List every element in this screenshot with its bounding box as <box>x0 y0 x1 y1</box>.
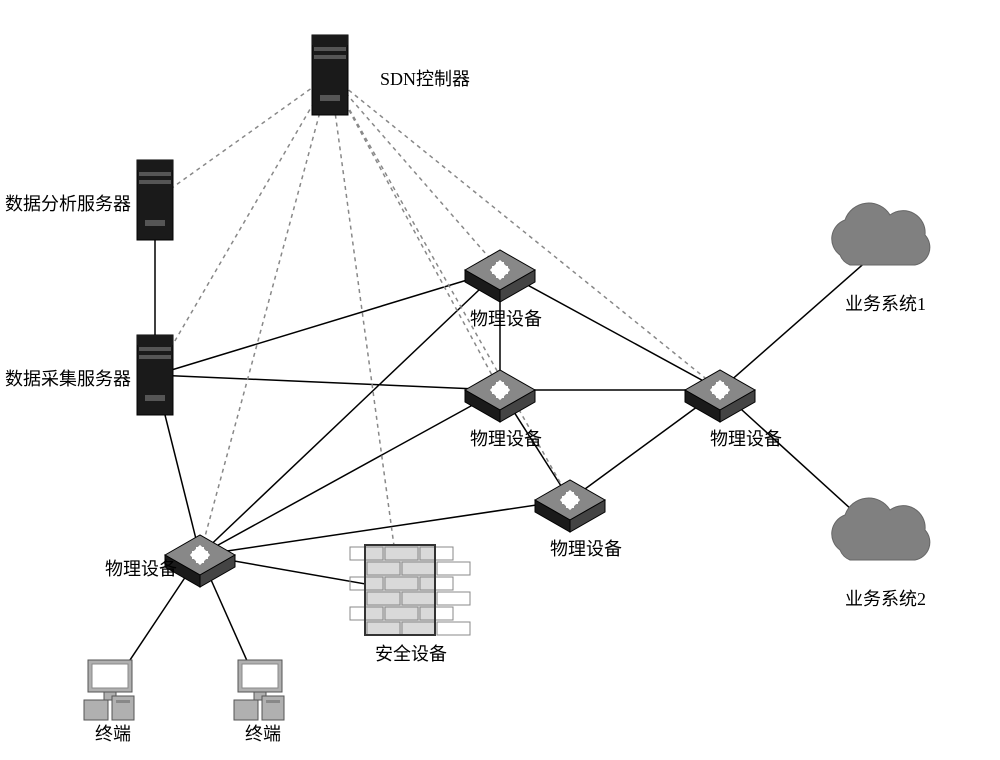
label-pc2: 终端 <box>245 724 281 744</box>
node-firewall <box>350 545 470 635</box>
label-sw_mid: 物理设备 <box>470 429 542 449</box>
label-sw_right: 物理设备 <box>710 429 782 449</box>
data-link-sw_right-cloud1 <box>720 245 885 390</box>
network-diagram: SDN控制器数据分析服务器数据采集服务器物理设备物理设备物理设备物理设备物理设备… <box>0 0 1000 760</box>
label-sw_low: 物理设备 <box>550 539 622 559</box>
node-sw_low <box>535 480 605 532</box>
label-analysis: 数据分析服务器 <box>5 194 131 214</box>
control-link-sdn-sw_top <box>330 75 500 270</box>
label-collect: 数据采集服务器 <box>5 369 131 389</box>
node-collect <box>137 335 173 415</box>
label-pc1: 终端 <box>95 724 131 744</box>
label-firewall: 安全设备 <box>375 644 447 664</box>
node-cloud1 <box>832 203 930 265</box>
data-link-sw_mid-collect <box>155 375 500 390</box>
control-link-sdn-analysis <box>155 75 330 200</box>
data-link-sw_top-sw_right <box>500 270 720 390</box>
label-cloud2: 业务系统2 <box>845 589 926 609</box>
control-link-sdn-sw_right <box>330 75 720 390</box>
control-link-sdn-sw_mid <box>330 75 500 390</box>
control-link-sdn-firewall <box>330 75 400 590</box>
label-cloud1: 业务系统1 <box>845 294 926 314</box>
node-pc1 <box>84 660 134 720</box>
label-sw_top: 物理设备 <box>470 309 542 329</box>
node-sw_right <box>685 370 755 422</box>
node-sdn <box>312 35 348 115</box>
control-link-sdn-sw_left <box>200 75 330 555</box>
node-cloud2 <box>832 498 930 560</box>
label-sw_left: 物理设备 <box>105 559 177 579</box>
label-sdn: SDN控制器 <box>380 69 470 89</box>
data-link-sw_left-sw_top <box>200 270 500 555</box>
node-analysis <box>137 160 173 240</box>
node-pc2 <box>234 660 284 720</box>
data-link-sw_left-sw_mid <box>200 390 500 555</box>
node-sw_mid <box>465 370 535 422</box>
